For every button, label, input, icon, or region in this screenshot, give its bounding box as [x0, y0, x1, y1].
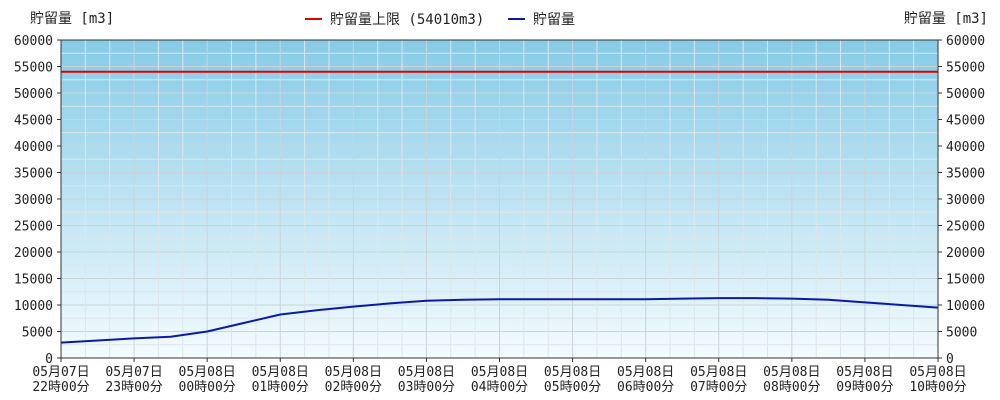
x-tick-label-date: 05月07日 — [32, 365, 89, 380]
x-tick-label-date: 05月08日 — [617, 365, 674, 380]
x-tick-label-time: 03時00分 — [398, 380, 455, 395]
x-tick-label-time: 04時00分 — [471, 380, 528, 395]
legend-label-storage: 貯留量 — [533, 12, 575, 28]
x-tick-label-date: 05月08日 — [690, 365, 747, 380]
y-tick-label-left: 55000 — [14, 61, 53, 76]
series-layer — [60, 70, 939, 344]
x-tick-label-time: 10時00分 — [909, 380, 966, 395]
legend: 貯留量上限 (54010m3) 貯留量 — [305, 12, 575, 28]
y-tick-label-right: 55000 — [946, 61, 985, 76]
y-tick-label-right: 40000 — [946, 140, 985, 155]
x-tick-label-date: 05月08日 — [909, 365, 966, 380]
x-tick-label-time: 23時00分 — [105, 380, 162, 395]
x-tick-label-time: 00時00分 — [179, 380, 236, 395]
y-tick-label-left: 50000 — [14, 87, 53, 102]
x-tick-label-time: 22時00分 — [32, 380, 89, 395]
y-tick-label-right: 35000 — [946, 167, 985, 182]
x-tick-label-date: 05月08日 — [325, 365, 382, 380]
y-tick-label-left: 60000 — [14, 34, 53, 49]
x-axis: 05月07日22時00分05月07日23時00分05月08日00時00分05月0… — [32, 358, 967, 395]
y-tick-label-left: 35000 — [14, 167, 53, 182]
series-line-storage — [60, 297, 939, 344]
x-tick-label-time: 05時00分 — [544, 380, 601, 395]
x-tick-label-time: 07時00分 — [690, 380, 747, 395]
y-axis-right: 0 5000 10000 15000 20000 25000 30000 35000 40000… — [938, 34, 985, 367]
y-tick-label-right: 30000 — [946, 193, 985, 208]
x-tick-label-date: 05月08日 — [471, 365, 528, 380]
y-tick-label-right: 0 — [946, 352, 954, 367]
y-tick-label-right: 20000 — [946, 246, 985, 261]
y-tick-label-right: 50000 — [946, 87, 985, 102]
x-tick-label-date: 05月08日 — [179, 365, 236, 380]
x-tick-label-date: 05月08日 — [544, 365, 601, 380]
x-tick-label-time: 06時00分 — [617, 380, 674, 395]
x-tick-label-date: 05月08日 — [836, 365, 893, 380]
y-axis-unit-right: 貯留量 [m3] — [904, 11, 988, 27]
y-tick-label-left: 45000 — [14, 114, 53, 129]
x-tick-label-date: 05月07日 — [105, 365, 162, 380]
x-tick-label-date: 05月08日 — [252, 365, 309, 380]
y-tick-label-left: 0 — [45, 352, 53, 367]
y-axis-left: 0 5000 10000 15000 20000 25000 30000 35000 40000… — [14, 34, 61, 367]
x-tick-label-time: 08時00分 — [763, 380, 820, 395]
x-tick-label-time: 02時00分 — [325, 380, 382, 395]
y-tick-label-right: 60000 — [946, 34, 985, 49]
y-tick-label-left: 20000 — [14, 246, 53, 261]
legend-label-upper-limit: 貯留量上限 (54010m3) — [330, 12, 484, 28]
y-tick-label-right: 5000 — [946, 326, 977, 341]
y-tick-label-right: 25000 — [946, 220, 985, 235]
x-tick-label-time: 09時00分 — [836, 380, 893, 395]
x-tick-label-date: 05月08日 — [398, 365, 455, 380]
y-axis-unit-left: 貯留量 [m3] — [30, 11, 114, 27]
y-tick-label-left: 15000 — [14, 273, 53, 288]
y-tick-label-right: 10000 — [946, 299, 985, 314]
y-tick-label-left: 25000 — [14, 220, 53, 235]
y-tick-label-left: 40000 — [14, 140, 53, 155]
y-tick-label-right: 45000 — [946, 114, 985, 129]
x-tick-label-date: 05月08日 — [763, 365, 820, 380]
y-tick-label-right: 15000 — [946, 273, 985, 288]
x-tick-label-time: 01時00分 — [252, 380, 309, 395]
y-tick-label-left: 5000 — [22, 326, 53, 341]
y-tick-label-left: 10000 — [14, 299, 53, 314]
y-tick-label-left: 30000 — [14, 193, 53, 208]
